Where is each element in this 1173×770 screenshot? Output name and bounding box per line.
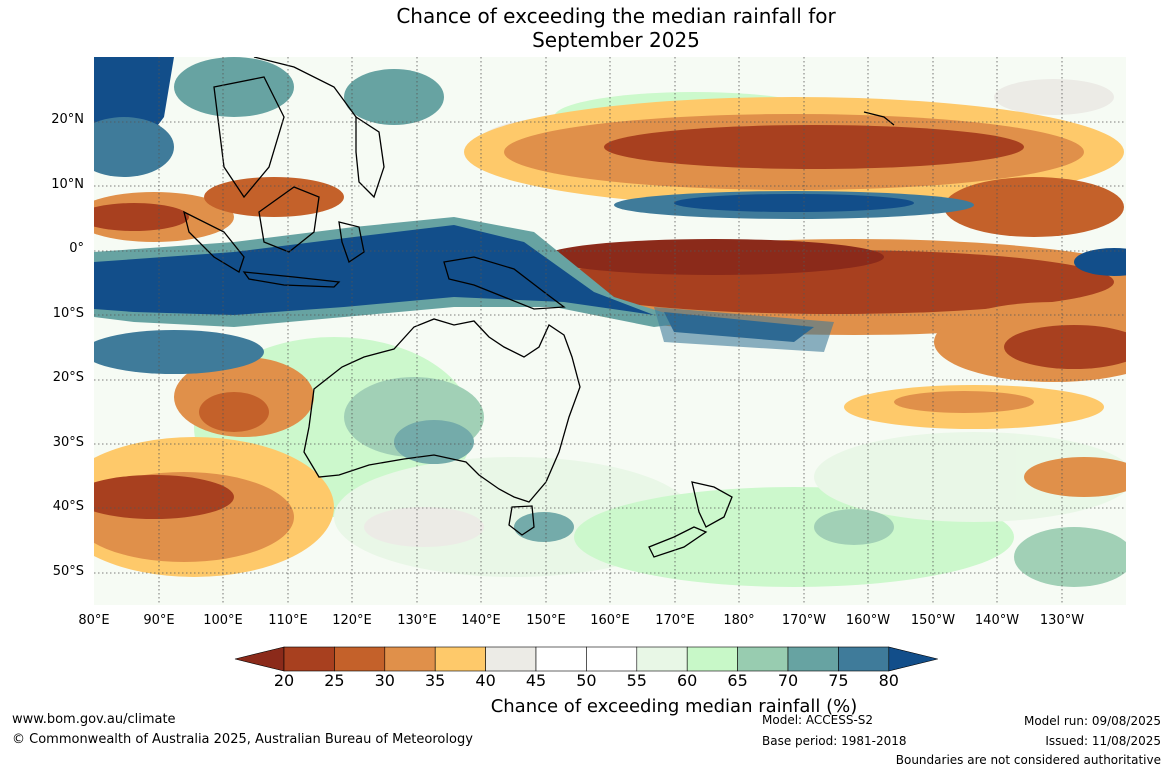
lon-label-80e: 80°E <box>78 613 110 628</box>
colorbar-cell <box>384 646 436 672</box>
lon-label-150e: 150°E <box>526 613 566 628</box>
colorbar-cell <box>787 646 839 672</box>
footer-model-run: Model run: 09/08/2025 <box>1023 714 1161 728</box>
rainfall-map <box>94 57 1126 605</box>
colorbar <box>234 646 938 672</box>
colorbar-label: Chance of exceeding median rainfall (%) <box>490 696 858 717</box>
colorbar-tick-label: 50 <box>576 671 597 690</box>
title-line-2: September 2025 <box>532 28 700 52</box>
borneo-outline <box>258 186 320 253</box>
colorbar-cell <box>334 646 386 672</box>
java-outline <box>242 271 341 288</box>
colorbar-cell <box>686 646 738 672</box>
colorbar-tick-label: 30 <box>374 671 395 690</box>
footer-model: Model: ACCESS-S2 <box>762 713 874 727</box>
colorbar-tick-label: 65 <box>727 671 748 690</box>
footer-copyright: © Commonwealth of Australia 2025, Austra… <box>12 732 473 747</box>
nz-south-island <box>648 526 708 558</box>
lon-label-180: 180° <box>723 613 755 628</box>
colorbar-tick-label: 40 <box>475 671 496 690</box>
colorbar-cell <box>636 646 688 672</box>
colorbar-tick-label: 75 <box>828 671 849 690</box>
tasmania-outline <box>508 505 535 536</box>
colorbar-tick-label: 25 <box>324 671 345 690</box>
lon-label-160e: 160°E <box>590 613 630 628</box>
sumatra-outline <box>183 210 245 273</box>
lon-label-130e: 130°E <box>397 613 437 628</box>
wet-areas <box>94 57 1126 374</box>
colorbar-cell <box>586 646 638 672</box>
colorbar-high-arrow <box>888 646 938 672</box>
lat-label-40s: 40°S <box>52 499 84 514</box>
philippines-outline <box>355 115 385 199</box>
footer-base-period: Base period: 1981-2018 <box>762 734 907 748</box>
australia-outline <box>303 318 581 503</box>
lon-label-120e: 120°E <box>332 613 372 628</box>
colorbar-cell <box>737 646 789 672</box>
colorbar-cell <box>434 646 486 672</box>
lat-label-10s: 10°S <box>52 306 84 321</box>
lon-label-140w: 140°W <box>974 613 1020 628</box>
lat-label-0: 0° <box>69 241 84 256</box>
colorbar-tick-label: 45 <box>525 671 547 690</box>
colorbar-cell <box>535 646 587 672</box>
lat-label-20n: 20°N <box>51 112 84 127</box>
lon-label-160w: 160°W <box>845 613 891 628</box>
sulawesi-outline <box>338 221 365 264</box>
colorbar-cell <box>485 646 537 672</box>
new-guinea-outline <box>443 256 566 310</box>
colorbar-cell <box>283 646 335 672</box>
colorbar-tick-label: 60 <box>677 671 698 690</box>
lon-label-150w: 150°W <box>910 613 956 628</box>
lon-label-170e: 170°E <box>655 613 695 628</box>
footer-disclaimer: Boundaries are not considered authoritat… <box>895 753 1161 767</box>
footer-issued: Issued: 11/08/2025 <box>1045 734 1161 748</box>
colorbar-tick-label: 20 <box>273 671 295 690</box>
colorbar-tick-label: 35 <box>425 671 446 690</box>
lat-label-20s: 20°S <box>52 370 84 385</box>
footer-url: www.bom.gov.au/climate <box>12 712 176 727</box>
lon-label-170w: 170°W <box>781 613 827 628</box>
colorbar-low-arrow <box>234 646 285 672</box>
colorbar-tick-label: 55 <box>626 671 647 690</box>
lon-label-100e: 100°E <box>203 613 243 628</box>
lat-label-10n: 10°N <box>51 177 84 192</box>
dry-areas <box>94 97 1126 577</box>
colorbar-cell <box>838 646 890 672</box>
lon-label-140e: 140°E <box>461 613 501 628</box>
map-svg <box>94 57 1126 605</box>
colorbar-tick-label: 70 <box>777 671 799 690</box>
nz-north-island <box>691 481 733 528</box>
graticule <box>94 57 1126 605</box>
lon-label-90e: 90°E <box>143 613 175 628</box>
coastlines <box>183 57 895 558</box>
lon-label-110e: 110°E <box>268 613 308 628</box>
colorbar-tick-label: 80 <box>878 671 899 690</box>
indochina-outline <box>213 76 285 199</box>
lat-label-50s: 50°S <box>52 564 84 579</box>
lon-label-130w: 130°W <box>1039 613 1085 628</box>
asia-coast <box>253 57 357 118</box>
lat-label-30s: 30°S <box>52 435 84 450</box>
map-title: Chance of exceeding the median rainfall … <box>0 4 1173 52</box>
title-line-1: Chance of exceeding the median rainfall … <box>396 4 836 28</box>
